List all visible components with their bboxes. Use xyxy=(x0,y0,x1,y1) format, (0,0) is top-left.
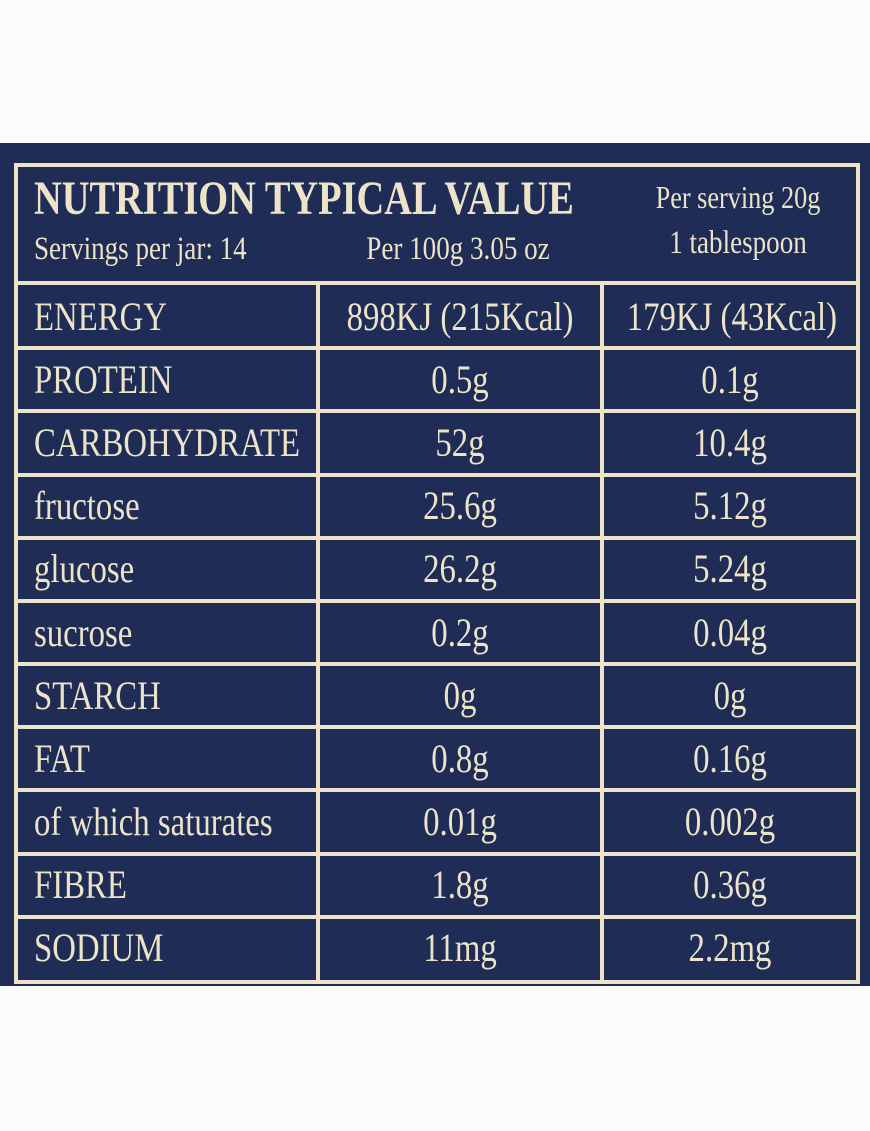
per-100g-value: 898KJ (215Kcal) xyxy=(346,293,574,339)
nutrient-name: fructose xyxy=(34,483,140,529)
per-100g-value: 26.2g xyxy=(423,546,497,592)
row-divider xyxy=(18,409,856,414)
per-serving-value: 5.12g xyxy=(693,483,767,529)
nutrient-name: sucrose xyxy=(34,609,133,655)
per-serving-value: 0.1g xyxy=(701,356,759,402)
per-100g-value: 11mg xyxy=(423,925,497,971)
per-serving-heading: Per serving 20g xyxy=(655,179,821,215)
nutrient-name: PROTEIN xyxy=(34,356,173,402)
nutrient-name: glucose xyxy=(34,546,135,592)
nutrient-name: CARBOHYDRATE xyxy=(34,419,301,465)
servings-per-jar: Servings per jar: 14 xyxy=(34,231,247,267)
per-serving-value: 0g xyxy=(713,672,747,718)
column-divider xyxy=(600,285,604,980)
row-divider xyxy=(18,472,856,477)
nutrient-name: of which saturates xyxy=(34,799,273,845)
per-100g-value: 0.8g xyxy=(431,735,489,781)
nutrient-name: STARCH xyxy=(34,672,161,718)
row-divider xyxy=(18,535,856,540)
column-divider xyxy=(316,285,320,980)
serving-size: 1 tablespoon xyxy=(669,225,807,261)
per-serving-value: 0.16g xyxy=(693,735,767,781)
per-100g-value: 0.2g xyxy=(431,609,489,655)
per-serving-value: 0.002g xyxy=(684,799,776,845)
nutrient-name: ENERGY xyxy=(34,293,168,339)
nutrient-name: SODIUM xyxy=(34,925,164,971)
per-100g-value: 0.5g xyxy=(431,356,489,402)
per-serving-value: 0.36g xyxy=(693,862,767,908)
per-serving-value: 179KJ (43Kcal) xyxy=(626,293,838,339)
table-title: NUTRITION TYPICAL VALUE xyxy=(34,172,574,225)
nutrition-table: NUTRITION TYPICAL VALUE Per serving 20g … xyxy=(14,163,860,984)
header-divider xyxy=(18,281,856,285)
row-divider xyxy=(18,725,856,730)
per-serving-value: 2.2mg xyxy=(688,925,772,971)
row-divider xyxy=(18,346,856,351)
per-100g-value: 0g xyxy=(443,672,477,718)
per-100g-heading: Per 100g 3.05 oz xyxy=(366,231,550,267)
row-divider xyxy=(18,788,856,793)
label-panel: NUTRITION TYPICAL VALUE Per serving 20g … xyxy=(0,143,870,986)
nutrient-name: FAT xyxy=(34,735,90,781)
per-serving-value: 0.04g xyxy=(693,609,767,655)
per-100g-value: 1.8g xyxy=(431,862,489,908)
per-100g-value: 25.6g xyxy=(423,483,497,529)
row-divider xyxy=(18,914,856,919)
per-100g-value: 52g xyxy=(435,419,485,465)
row-divider xyxy=(18,851,856,856)
nutrient-name: FIBRE xyxy=(34,862,127,908)
row-divider xyxy=(18,598,856,603)
per-100g-value: 0.01g xyxy=(423,799,497,845)
row-divider xyxy=(18,662,856,667)
per-serving-value: 5.24g xyxy=(693,546,767,592)
per-serving-value: 10.4g xyxy=(693,419,767,465)
